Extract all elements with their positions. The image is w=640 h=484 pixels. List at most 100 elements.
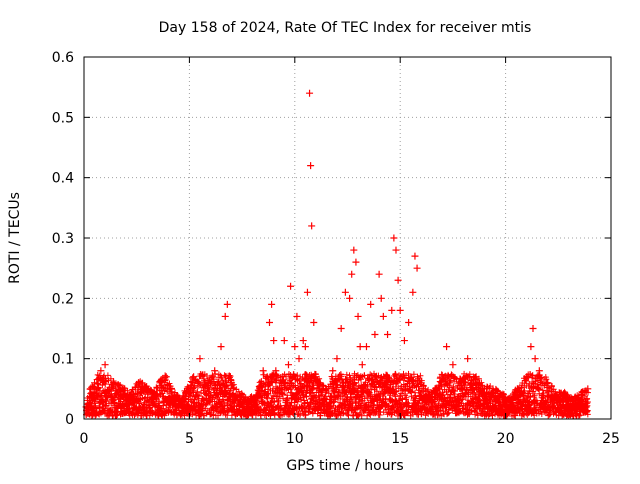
data-point xyxy=(196,355,204,363)
data-point xyxy=(329,367,337,375)
data-point xyxy=(126,391,134,399)
data-point xyxy=(301,343,309,351)
data-point xyxy=(150,391,158,399)
data-point xyxy=(177,397,185,405)
data-point xyxy=(400,337,408,345)
y-tick-label: 0.5 xyxy=(52,110,74,126)
data-point xyxy=(455,379,463,387)
data-point xyxy=(388,306,396,314)
x-tick-label: 25 xyxy=(602,431,620,447)
data-point xyxy=(527,343,535,351)
data-point xyxy=(310,318,318,326)
data-point xyxy=(584,385,592,393)
data-point xyxy=(426,391,434,399)
data-point xyxy=(316,379,324,387)
data-point xyxy=(350,246,358,254)
data-point xyxy=(379,312,387,320)
data-point xyxy=(472,373,480,381)
data-point xyxy=(204,379,212,387)
data-point xyxy=(166,385,174,393)
data-point xyxy=(293,312,301,320)
data-point xyxy=(337,325,345,332)
data-point xyxy=(367,300,375,308)
data-point xyxy=(390,234,398,242)
data-point xyxy=(223,300,231,308)
data-point xyxy=(266,318,274,326)
data-point xyxy=(392,246,400,254)
data-point xyxy=(544,379,552,387)
data-point xyxy=(190,373,198,381)
y-tick-label: 0.1 xyxy=(52,352,74,368)
data-point xyxy=(552,391,560,399)
data-point xyxy=(561,391,569,399)
data-point xyxy=(375,270,383,278)
data-point xyxy=(135,379,143,387)
plot-frame xyxy=(83,56,612,420)
y-axis-label: ROTI / TECUs xyxy=(7,192,23,284)
x-tick-label: 5 xyxy=(185,431,194,447)
y-tick-label: 0.6 xyxy=(52,50,74,66)
data-point xyxy=(306,89,314,97)
data-point xyxy=(506,397,514,405)
data-point xyxy=(276,379,284,387)
data-point xyxy=(171,391,179,399)
data-point xyxy=(307,162,315,170)
data-point xyxy=(394,276,402,284)
data-point xyxy=(417,379,425,387)
y-tick-label: 0.3 xyxy=(52,231,74,247)
data-point xyxy=(299,337,307,345)
chart-title: Day 158 of 2024, Rate Of TEC Index for r… xyxy=(159,20,532,36)
grid xyxy=(84,57,611,419)
data-point xyxy=(86,385,94,393)
data-point xyxy=(91,379,99,387)
data-point xyxy=(358,361,366,369)
data-point xyxy=(443,343,451,351)
data-point xyxy=(577,391,585,399)
data-point xyxy=(268,300,276,308)
data-point xyxy=(291,343,299,351)
data-point xyxy=(352,258,360,266)
data-point xyxy=(280,337,288,345)
x-tick-label: 20 xyxy=(497,431,515,447)
data-point xyxy=(377,294,385,302)
data-point xyxy=(531,355,539,363)
data-point xyxy=(303,288,311,296)
y-tick-label: 0.2 xyxy=(52,291,74,307)
data-point xyxy=(118,385,126,393)
data-point xyxy=(221,312,229,320)
data-point xyxy=(396,306,404,314)
data-point xyxy=(341,288,349,296)
data-point xyxy=(523,373,531,381)
y-tick-label: 0.4 xyxy=(52,171,74,187)
data-point xyxy=(413,264,421,272)
data-point xyxy=(110,379,118,387)
data-point xyxy=(405,318,413,326)
y-tick-label: 0 xyxy=(65,412,74,428)
data-point xyxy=(236,391,244,399)
data-point xyxy=(272,367,280,375)
data-point xyxy=(333,355,341,363)
data-point xyxy=(295,355,303,363)
data-point xyxy=(348,270,356,278)
data-point xyxy=(346,294,354,302)
data-point xyxy=(569,397,577,405)
data-point xyxy=(411,252,419,260)
data-point xyxy=(354,312,362,320)
axis-ticks: 0 5 10 15 20 25 0 0.1 0.2 0.3 0.4 0.5 0.6 xyxy=(52,50,620,447)
data-point xyxy=(253,391,261,399)
data-point xyxy=(143,385,151,393)
roti-dense-cloud xyxy=(83,370,591,419)
x-tick-label: 10 xyxy=(286,431,304,447)
data-points xyxy=(82,89,592,411)
data-point xyxy=(356,343,364,351)
data-point xyxy=(244,397,252,405)
data-point xyxy=(371,331,379,339)
data-point xyxy=(489,385,497,393)
data-point xyxy=(259,367,267,375)
x-tick-label: 0 xyxy=(80,431,89,447)
data-point xyxy=(97,367,105,375)
data-point xyxy=(434,385,442,393)
data-point xyxy=(211,367,219,375)
